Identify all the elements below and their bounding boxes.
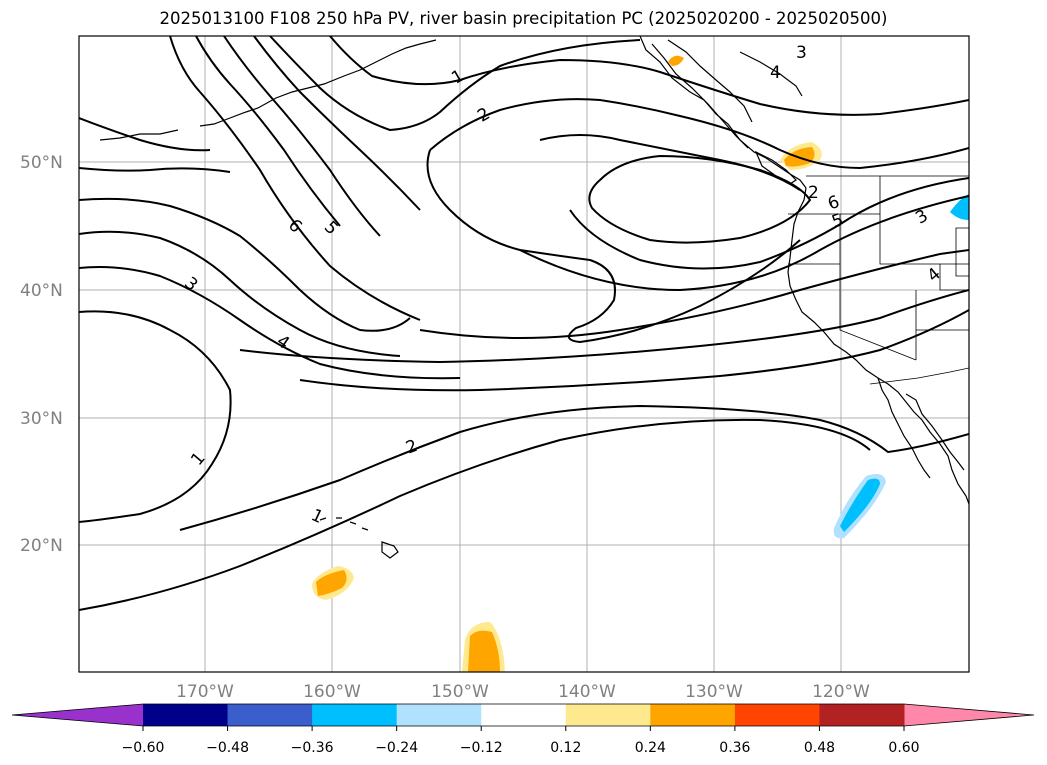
positive-anomaly-alaska (668, 55, 684, 66)
colorbar: −0.60 −0.48 −0.36 −0.24 −0.12 0.12 0.24 0.36 0.4… (11, 703, 1035, 756)
pv-contour (79, 167, 231, 173)
pv-contour (426, 149, 801, 344)
pv-contour (269, 36, 641, 132)
vancouver-island (754, 150, 797, 185)
positive-anomaly-hawaii-west-core (316, 570, 347, 596)
colorbar-extend-right (904, 704, 1034, 726)
pv-contour (299, 309, 969, 392)
pv-contour (79, 266, 461, 380)
colorbar-tick-label: −0.24 (375, 740, 418, 756)
baja (877, 377, 965, 479)
longitude-labels: 170°W 160°W 150°W 140°W 130°W 120°W (176, 682, 870, 702)
aleutians (99, 39, 437, 141)
map-border (78, 35, 970, 673)
map-area (79, 36, 969, 672)
pv-contour (195, 36, 341, 227)
lon-label: 130°W (685, 682, 743, 702)
pv-contour (253, 36, 421, 211)
colorbar-cell (819, 704, 905, 726)
pv-contour (223, 36, 381, 237)
pv-contour (79, 418, 871, 611)
pv-contour (79, 310, 232, 523)
coastlines (99, 36, 969, 559)
pv-contour (429, 98, 969, 170)
colorbar-tick-label: −0.12 (460, 740, 503, 756)
colorbar-cell (227, 704, 313, 726)
negative-anomaly-baja (840, 478, 880, 532)
contour-label: 3 (796, 43, 807, 63)
gridlines (79, 36, 969, 672)
contour-label: 4 (770, 63, 781, 83)
pv-contour (169, 36, 421, 321)
pv-contour (79, 230, 401, 357)
colorbar-cell (565, 704, 651, 726)
colorbar-tick-label: 0.24 (635, 740, 666, 756)
colorbar-tick-label: 0.48 (804, 740, 835, 756)
positive-anomaly-south-core (468, 630, 500, 672)
colorbar-tick-label: 0.12 (550, 740, 581, 756)
lon-label: 160°W (303, 682, 361, 702)
colorbar-tick-label: 0.60 (888, 740, 919, 756)
pv-contour (239, 289, 969, 364)
colorbar-cell (143, 704, 229, 726)
colorbar-cell (734, 704, 820, 726)
map-title: 2025013100 F108 250 hPa PV, river basin … (159, 9, 888, 28)
alaska-coast (639, 36, 807, 189)
pv-contours (79, 36, 969, 611)
lon-label: 150°W (431, 682, 489, 702)
lat-label: 30°N (20, 409, 63, 429)
colorbar-tick-label: −0.60 (122, 740, 165, 756)
lon-label: 170°W (176, 682, 234, 702)
pv-contour (588, 154, 812, 244)
pv-contour (419, 249, 969, 339)
colorbar-cell (481, 704, 567, 726)
colorbar-tick-label: −0.48 (206, 740, 249, 756)
west-coast (787, 187, 969, 505)
lat-label: 40°N (20, 281, 63, 301)
colorbar-extend-left (12, 704, 143, 726)
us-mexico-border (869, 367, 969, 385)
colorbar-cell (312, 704, 398, 726)
pv-contour (569, 177, 969, 270)
lon-label: 140°W (558, 682, 616, 702)
colorbar-tick-label: 0.36 (719, 740, 750, 756)
lon-label: 120°W (812, 682, 870, 702)
pv-contour (179, 404, 969, 531)
colorbar-tick-label: −0.36 (291, 740, 334, 756)
pv-contour (79, 117, 211, 152)
colorbar-cell (650, 704, 736, 726)
lat-label: 50°N (20, 153, 63, 173)
lat-label: 20°N (20, 536, 63, 556)
pv-contour (329, 36, 969, 116)
negative-anomaly-rockies (950, 194, 969, 220)
contour-label: 2 (808, 183, 819, 203)
pv-contour (79, 197, 411, 332)
colorbar-cell (396, 704, 482, 726)
precipitation-shading (312, 55, 969, 672)
pv-contour (519, 195, 969, 292)
hawaii (319, 517, 399, 559)
latitude-labels: 50°N 40°N 30°N 20°N (20, 153, 63, 556)
